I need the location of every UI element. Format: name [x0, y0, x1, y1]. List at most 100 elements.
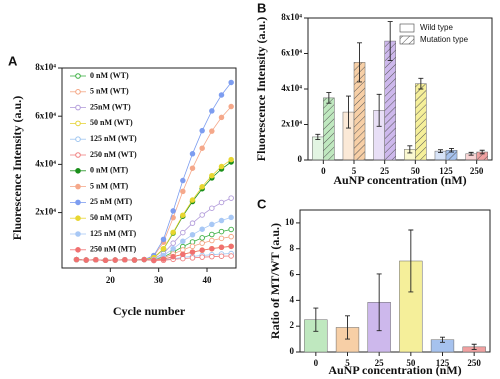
legend-marker: [75, 104, 81, 111]
legend-marker: [75, 247, 81, 253]
error-bar: [345, 95, 351, 129]
legend-marker: [75, 183, 81, 190]
marker: [209, 245, 215, 252]
legend-marker: [75, 120, 81, 127]
marker: [199, 240, 205, 246]
marker: [209, 237, 215, 244]
marker: [170, 208, 176, 214]
marker: [141, 256, 147, 263]
marker: [180, 229, 186, 236]
marker: [189, 255, 196, 261]
legend-label: 125 nM (MT): [90, 229, 137, 238]
marker: [199, 226, 205, 232]
marker: [189, 197, 196, 203]
marker: [180, 177, 186, 184]
marker: [160, 256, 167, 262]
marker: [199, 145, 205, 151]
marker: [199, 254, 205, 260]
marker: [170, 245, 176, 252]
x-tick-label: 125: [439, 166, 453, 176]
marker: [189, 220, 196, 226]
legend-label: 5 nM (MT): [90, 181, 129, 190]
marker: [180, 188, 186, 195]
marker: [170, 229, 176, 236]
error-bar: [315, 133, 321, 141]
legend-label: 50 nM (WT): [90, 118, 133, 127]
y-tick-label: 8: [290, 243, 295, 253]
marker: [189, 243, 196, 250]
legend-label: 0 nM (MT): [90, 166, 129, 175]
legend-marker: [75, 215, 81, 221]
marker: [209, 172, 215, 179]
error-bar: [449, 148, 455, 153]
y-tick-label: 6: [290, 269, 295, 279]
y-tick-label: 0: [290, 346, 295, 356]
error-bar: [418, 77, 424, 90]
error-bar: [326, 92, 332, 104]
marker: [170, 253, 176, 260]
marker: [83, 257, 89, 263]
error-bar: [313, 307, 319, 332]
plot-frame: [61, 67, 237, 269]
legend-marker: [75, 152, 81, 158]
marker: [228, 156, 234, 163]
x-tick-label: 50: [411, 166, 421, 176]
y-tick-label: 2x10⁴: [281, 119, 302, 129]
error-bar: [440, 336, 445, 343]
y-tick-label: 4: [290, 294, 295, 304]
x-tick-label: 5: [345, 358, 350, 368]
error-bar: [345, 315, 350, 340]
marker: [218, 217, 225, 224]
marker: [189, 151, 196, 157]
marker: [180, 212, 186, 218]
legend-marker: [75, 89, 81, 95]
legend-marker: [75, 73, 81, 79]
legend-label: 250 nM (MT): [90, 245, 137, 254]
x-tick-label: 250: [467, 358, 481, 368]
x-axis-label: AuNP concentration (nM): [333, 173, 466, 187]
y-tick-label: 2: [290, 320, 295, 330]
marker: [228, 214, 234, 221]
marker: [209, 221, 215, 228]
x-tick-label: 0: [321, 166, 326, 176]
x-tick-label: 30: [154, 275, 164, 285]
marker: [218, 253, 225, 259]
marker: [209, 205, 215, 211]
error-bar: [357, 42, 363, 83]
y-axis-label: Fluorescence Intensity (a.u.): [254, 17, 268, 161]
marker: [228, 243, 234, 250]
marker: [228, 233, 234, 240]
marker: [180, 251, 186, 258]
y-tick-label: 4x10⁴: [281, 83, 302, 93]
legend-label: 25 nM (MT): [90, 197, 133, 206]
marker: [199, 247, 205, 253]
marker: [189, 231, 196, 238]
marker: [131, 257, 138, 263]
marker: [93, 257, 99, 263]
legend-label: 5 nM (WT): [90, 87, 129, 96]
marker: [218, 228, 225, 235]
legend-label: 125 nM (WT): [90, 134, 137, 143]
panel-label: B: [257, 0, 266, 15]
x-tick-label: 0: [314, 358, 319, 368]
legend-marker: [75, 199, 81, 206]
legend-swatch: [399, 35, 415, 45]
y-tick-label: 6x10⁴: [35, 110, 56, 120]
marker: [218, 244, 225, 251]
x-tick-label: 50: [406, 358, 416, 368]
marker: [209, 253, 215, 260]
x-axis-label: AuNP concentration (nM): [328, 363, 461, 377]
legend-swatch: [399, 23, 415, 33]
marker: [218, 114, 225, 121]
panel-label: A: [8, 53, 18, 68]
y-axis-label: Fluorescence Intensity (a.u.): [10, 96, 24, 240]
marker: [209, 231, 215, 238]
y-tick-label: 0: [298, 154, 303, 164]
error-bar: [471, 343, 477, 350]
marker: [209, 128, 215, 134]
marker: [112, 257, 118, 263]
marker: [218, 163, 225, 170]
error-bar: [479, 149, 485, 155]
marker: [199, 184, 205, 190]
